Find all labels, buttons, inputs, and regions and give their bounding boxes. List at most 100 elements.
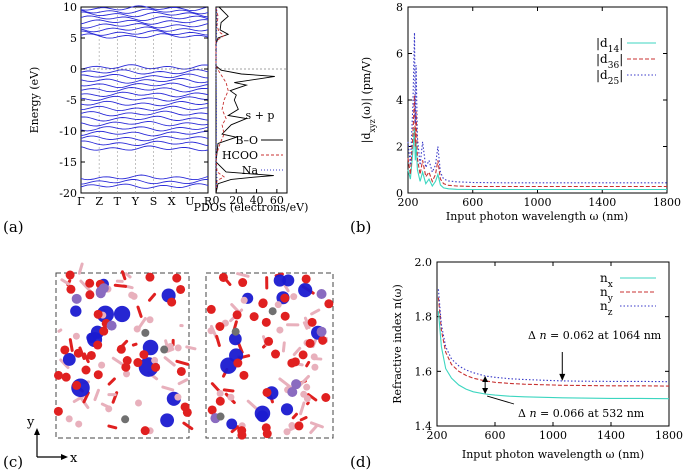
electron-density-lobe xyxy=(70,305,82,317)
oxygen-atom xyxy=(93,309,103,319)
band-line xyxy=(80,19,209,25)
band-line xyxy=(80,100,209,107)
oxygen-atom xyxy=(53,370,63,380)
y-tick-label: 0 xyxy=(396,187,403,200)
oxygen-atom xyxy=(93,340,103,350)
pdos-x-ticks: 0 20 40 60 xyxy=(213,189,284,207)
band-line xyxy=(80,82,209,89)
electron-density-lobe xyxy=(229,332,242,346)
boron-atom xyxy=(128,291,136,299)
oxygen-atom xyxy=(145,272,155,282)
electron-density-lobe xyxy=(62,353,76,366)
band-y-tick-label: 0 xyxy=(70,63,77,76)
boron-atom xyxy=(105,405,113,413)
oxygen-atom xyxy=(73,348,83,358)
ri-ticks: 200 600 1000 1400 1800 1.4 1.6 1.8 2.0 xyxy=(415,256,684,442)
y-tick-label: 1.6 xyxy=(415,365,433,378)
ri-x-axis-label: Input photon wavelength ω (nm) xyxy=(462,448,644,461)
bond xyxy=(306,401,310,406)
ri-y-axis-label: Refractive index n(ω) xyxy=(391,284,404,404)
oxygen-atom xyxy=(133,358,143,368)
carbon-atom xyxy=(268,307,277,316)
electron-density-lobe xyxy=(282,274,295,287)
band-line xyxy=(80,174,209,181)
pdos-legend-label: B–O xyxy=(235,134,258,147)
oxygen-atom xyxy=(321,392,331,402)
band-line xyxy=(80,26,209,33)
boron-atom xyxy=(174,344,182,352)
bond xyxy=(83,352,90,364)
series-line-2 xyxy=(437,289,670,383)
oxygen-atom xyxy=(258,299,268,309)
band-line xyxy=(80,121,209,127)
bond xyxy=(161,385,175,392)
legend-label: |d14| xyxy=(596,36,623,55)
bond xyxy=(82,391,90,404)
x-tick-label: 1400 xyxy=(597,429,625,442)
oxygen-atom xyxy=(140,426,150,436)
bond xyxy=(302,321,309,330)
kpoint-label: Γ xyxy=(77,195,85,208)
oxygen-atom xyxy=(238,278,248,288)
bond xyxy=(246,399,259,411)
oxygen-atom xyxy=(139,350,149,360)
boron-atom xyxy=(166,342,174,350)
band-line xyxy=(80,11,209,18)
pdos-x-tick-label: 0 xyxy=(213,194,220,207)
band-line xyxy=(80,135,209,142)
x-tick-label: 1800 xyxy=(655,429,683,442)
oxygen-atom xyxy=(116,344,126,354)
band-line xyxy=(80,78,209,84)
legend-label: nz xyxy=(600,299,613,318)
band-line xyxy=(80,30,209,36)
bond xyxy=(60,278,71,286)
oxygen-atom xyxy=(172,273,182,283)
boron-atom xyxy=(65,415,73,423)
electron-density-lobe xyxy=(113,305,131,323)
y-tick-label: 1.8 xyxy=(415,311,433,324)
axis-y-label: y xyxy=(26,415,35,430)
boron-atom xyxy=(216,390,224,398)
oxygen-atom xyxy=(66,284,76,294)
shg-legend: |d14||d36||d25| xyxy=(596,36,656,87)
delta-arrowhead-1064 xyxy=(559,373,566,381)
panel-label-c: (c) xyxy=(3,453,23,471)
oxygen-atom xyxy=(65,270,75,280)
bond xyxy=(210,382,222,394)
pdos-frame xyxy=(215,6,288,194)
electron-density-lobe xyxy=(280,403,294,416)
shg-curves xyxy=(407,32,667,191)
boron-atom xyxy=(310,353,318,361)
x-tick-label: 200 xyxy=(398,196,419,209)
pdos-x-tick-label: 60 xyxy=(270,194,284,207)
delta-arrowhead-532-top xyxy=(482,375,489,382)
oxygen-atom xyxy=(93,370,103,380)
oxygen-atom xyxy=(249,312,259,322)
oxygen-atom xyxy=(72,380,82,390)
carbon-atom xyxy=(216,412,225,421)
boron-atom xyxy=(151,356,159,364)
pdos-series-1 xyxy=(215,6,229,194)
bond xyxy=(182,421,194,431)
panel-label-d: (d) xyxy=(350,453,371,471)
band-line xyxy=(80,91,209,98)
bond xyxy=(306,393,318,402)
boron-atom xyxy=(123,370,131,378)
y-tick-label: 6 xyxy=(396,48,403,61)
band-line xyxy=(80,15,209,22)
pdos-x-axis-label: PDOS (electrons/eV) xyxy=(194,201,309,214)
band-line xyxy=(80,5,209,12)
boron-atom xyxy=(288,422,296,430)
kpoint-label: T xyxy=(114,195,122,208)
bond xyxy=(120,270,127,281)
band-line xyxy=(80,33,209,39)
oxygen-atom xyxy=(206,304,216,314)
band-y-tick-label: 10 xyxy=(63,1,77,14)
band-line xyxy=(80,115,209,122)
band-y-tick-label: -5 xyxy=(66,94,77,107)
oxygen-atom xyxy=(287,358,297,368)
